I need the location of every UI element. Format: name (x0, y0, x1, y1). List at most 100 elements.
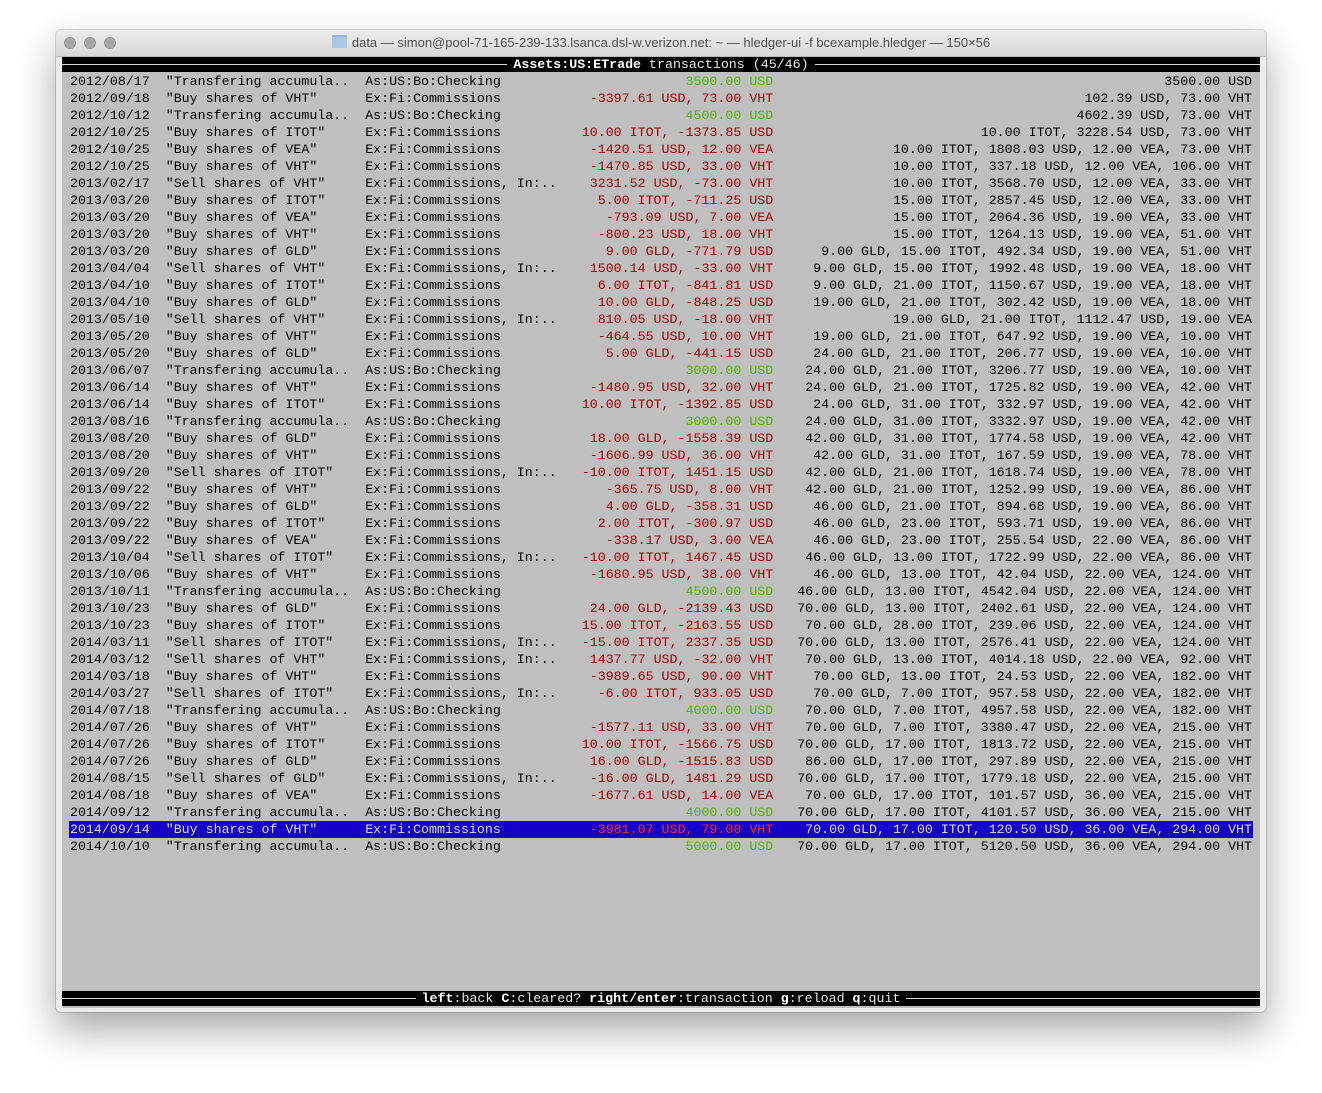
table-row[interactable]: 2013/10/23 "Buy shares of ITOT" Ex:Fi:Comm… (62, 617, 1260, 634)
table-row[interactable]: 2013/09/20 "Sell shares of ITOT" Ex:Fi:Com… (62, 464, 1260, 481)
table-row[interactable]: 2013/10/23 "Buy shares of GLD" Ex:Fi:Commi… (62, 600, 1260, 617)
cell-balance: 70.00 GLD, 17.00 ITOT, 4101.57 USD, 36.0… (797, 805, 1253, 820)
table-row[interactable]: 2013/03/20 "Buy shares of ITOT" Ex:Fi:Comm… (62, 192, 1260, 209)
table-row[interactable]: 2012/10/25 "Buy shares of ITOT" Ex:Fi:Comm… (62, 124, 1260, 141)
table-row[interactable]: 2014/10/10 "Transfering accumula.. As:US:B… (62, 838, 1260, 855)
minimize-button[interactable] (84, 37, 96, 49)
table-row[interactable]: 2014/07/18 "Transfering accumula.. As:US:B… (62, 702, 1260, 719)
table-row[interactable]: 2014/03/12 "Sell shares of VHT" Ex:Fi:Comm… (62, 651, 1260, 668)
table-row[interactable]: 2012/09/18 "Buy shares of VHT" Ex:Fi:Commi… (62, 90, 1260, 107)
table-row[interactable]: 2013/03/20 "Buy shares of VHT" Ex:Fi:Commi… (62, 226, 1260, 243)
table-row[interactable]: 2013/09/22 "Buy shares of VHT" Ex:Fi:Commi… (62, 481, 1260, 498)
table-row[interactable]: 2014/08/15 "Sell shares of GLD" Ex:Fi:Comm… (62, 770, 1260, 787)
table-row[interactable]: 2012/10/25 "Buy shares of VHT" Ex:Fi:Commi… (62, 158, 1260, 175)
cell-account: Ex:Fi:Commissions (365, 754, 501, 769)
key-name: q (852, 991, 861, 1006)
cell-description: "Buy shares of VHT" (165, 159, 318, 174)
table-row[interactable]: 2013/06/07 "Transfering accumula.. As:US:B… (62, 362, 1260, 379)
table-row[interactable]: 2013/02/17 "Sell shares of VHT" Ex:Fi:Comm… (62, 175, 1260, 192)
table-row[interactable]: 2013/08/16 "Transfering accumula.. As:US:B… (62, 413, 1260, 430)
table-row[interactable]: 2013/10/04 "Sell shares of ITOT" Ex:Fi:Com… (62, 549, 1260, 566)
table-row[interactable]: 2014/03/27 "Sell shares of ITOT" Ex:Fi:Com… (62, 685, 1260, 702)
cell-change: 1437.77 USD, -32.00 VHT (589, 652, 774, 667)
table-row[interactable]: 2013/06/14 "Buy shares of ITOT" Ex:Fi:Comm… (62, 396, 1260, 413)
cell-description: "Transfering accumula.. (165, 74, 350, 89)
cell-account: Ex:Fi:Commissions (365, 567, 501, 582)
table-row[interactable]: 2013/09/22 "Buy shares of ITOT" Ex:Fi:Comm… (62, 515, 1260, 532)
cell-balance: 46.00 GLD, 23.00 ITOT, 593.71 USD, 19.00… (813, 516, 1253, 531)
cell-description: "Buy shares of VHT" (165, 227, 318, 242)
table-row[interactable]: 2013/08/20 "Buy shares of VHT" Ex:Fi:Commi… (62, 447, 1260, 464)
table-row[interactable]: 2014/07/26 "Buy shares of ITOT" Ex:Fi:Comm… (62, 736, 1260, 753)
cell-balance: 70.00 GLD, 17.00 ITOT, 101.57 USD, 36.00… (805, 788, 1253, 803)
terminal-screen[interactable]: Assets:US:ETrade transactions (45/46) 20… (62, 57, 1260, 1008)
cell-description: "Buy shares of GLD" (165, 499, 318, 514)
cell-account: As:US:Bo:Checking (365, 363, 501, 378)
cell-balance: 70.00 GLD, 7.00 ITOT, 4957.58 USD, 22.00… (805, 703, 1253, 718)
cell-date: 2013/09/22 (69, 516, 150, 531)
table-row[interactable]: 2013/10/11 "Transfering accumula.. As:US:B… (62, 583, 1260, 600)
cell-balance: 24.00 GLD, 21.00 ITOT, 1725.82 USD, 19.0… (805, 380, 1253, 395)
cell-description: "Buy shares of VHT" (165, 380, 318, 395)
table-row[interactable]: 2014/03/11 "Sell shares of ITOT" Ex:Fi:Com… (62, 634, 1260, 651)
table-row-selected[interactable]: 2014/09/14 "Buy shares of VHT" Ex:Fi:Commi… (62, 821, 1260, 838)
table-row[interactable]: 2013/09/22 "Buy shares of GLD" Ex:Fi:Commi… (62, 498, 1260, 515)
cell-change: -15.00 ITOT, 2337.35 USD (581, 635, 774, 650)
cell-balance: 42.00 GLD, 21.00 ITOT, 1618.74 USD, 19.0… (805, 465, 1253, 480)
cell-change: 24.00 GLD, -2139.43 USD (589, 601, 774, 616)
cell-account: Ex:Fi:Commissions (365, 295, 501, 310)
cell-date: 2014/03/11 (69, 635, 150, 650)
table-row[interactable]: 2013/05/10 "Sell shares of VHT" Ex:Fi:Comm… (62, 311, 1260, 328)
cell-account: Ex:Fi:Commissions (365, 142, 501, 157)
table-row[interactable]: 2013/08/20 "Buy shares of GLD" Ex:Fi:Commi… (62, 430, 1260, 447)
key-hint-reload: g:reload (780, 991, 845, 1006)
cell-account: Ex:Fi:Commissions (365, 397, 501, 412)
table-row[interactable]: 2012/10/25 "Buy shares of VEA" Ex:Fi:Commi… (62, 141, 1260, 158)
cell-balance: 10.00 ITOT, 337.18 USD, 12.00 VEA, 106.0… (892, 159, 1253, 174)
terminal-window: data — simon@pool-71-165-239-133.lsanca.… (56, 30, 1266, 1012)
transaction-list[interactable]: 2012/08/17 "Transfering accumula.. As:US:B… (62, 73, 1260, 855)
cell-date: 2013/03/20 (69, 193, 150, 208)
close-button[interactable] (64, 37, 76, 49)
table-row[interactable]: 2013/10/06 "Buy shares of VHT" Ex:Fi:Commi… (62, 566, 1260, 583)
cell-balance: 24.00 GLD, 31.00 ITOT, 3332.97 USD, 19.0… (805, 414, 1253, 429)
cell-date: 2013/10/04 (69, 550, 150, 565)
cell-account: As:US:Bo:Checking (365, 805, 501, 820)
table-row[interactable]: 2014/09/12 "Transfering accumula.. As:US:B… (62, 804, 1260, 821)
cell-change: 4500.00 USD (685, 108, 774, 123)
table-row[interactable]: 2013/04/04 "Sell shares of VHT" Ex:Fi:Comm… (62, 260, 1260, 277)
table-row[interactable]: 2013/04/10 "Buy shares of GLD" Ex:Fi:Commi… (62, 294, 1260, 311)
table-row[interactable]: 2014/07/26 "Buy shares of GLD" Ex:Fi:Commi… (62, 753, 1260, 770)
table-row[interactable]: 2013/09/22 "Buy shares of VEA" Ex:Fi:Commi… (62, 532, 1260, 549)
cell-account: Ex:Fi:Commissions, In:.. (365, 686, 557, 701)
table-row[interactable]: 2014/07/26 "Buy shares of VHT" Ex:Fi:Commi… (62, 719, 1260, 736)
table-row[interactable]: 2012/10/12 "Transfering accumula.. As:US:B… (62, 107, 1260, 124)
key-action: cleared? (517, 991, 582, 1006)
table-row[interactable]: 2013/04/10 "Buy shares of ITOT" Ex:Fi:Comm… (62, 277, 1260, 294)
cell-change: 4000.00 USD (685, 703, 774, 718)
table-row[interactable]: 2013/06/14 "Buy shares of VHT" Ex:Fi:Commi… (62, 379, 1260, 396)
cell-description: "Buy shares of GLD" (165, 295, 318, 310)
table-row[interactable]: 2012/08/17 "Transfering accumula.. As:US:B… (62, 73, 1260, 90)
title-bar: data — simon@pool-71-165-239-133.lsanca.… (56, 30, 1266, 57)
table-row[interactable]: 2014/03/18 "Buy shares of VHT" Ex:Fi:Commi… (62, 668, 1260, 685)
cell-balance: 42.00 GLD, 31.00 ITOT, 167.59 USD, 19.00… (813, 448, 1253, 463)
table-row[interactable]: 2013/03/20 "Buy shares of VEA" Ex:Fi:Commi… (62, 209, 1260, 226)
cell-date: 2014/08/15 (69, 771, 150, 786)
cell-balance: 19.00 GLD, 21.00 ITOT, 1112.47 USD, 19.0… (892, 312, 1253, 327)
cell-balance: 15.00 ITOT, 2857.45 USD, 12.00 VEA, 33.0… (892, 193, 1253, 208)
cell-balance: 86.00 GLD, 17.00 ITOT, 297.89 USD, 22.00… (805, 754, 1253, 769)
table-row[interactable]: 2014/08/18 "Buy shares of VEA" Ex:Fi:Commi… (62, 787, 1260, 804)
cell-change: -1606.99 USD, 36.00 VHT (589, 448, 774, 463)
header-bar: Assets:US:ETrade transactions (45/46) (62, 57, 1260, 72)
cell-date: 2014/09/14 (69, 822, 150, 837)
cell-change: 4500.00 USD (685, 584, 774, 599)
zoom-button[interactable] (104, 37, 116, 49)
cell-balance: 9.00 GLD, 15.00 ITOT, 492.34 USD, 19.00 … (821, 244, 1253, 259)
table-row[interactable]: 2013/03/20 "Buy shares of GLD" Ex:Fi:Commi… (62, 243, 1260, 260)
table-row[interactable]: 2013/05/20 "Buy shares of VHT" Ex:Fi:Commi… (62, 328, 1260, 345)
table-row[interactable]: 2013/05/20 "Buy shares of GLD" Ex:Fi:Commi… (62, 345, 1260, 362)
key-hint-transaction: right/enter:transaction (589, 991, 773, 1006)
cell-description: "Sell shares of ITOT" (165, 686, 334, 701)
cell-account: As:US:Bo:Checking (365, 584, 501, 599)
